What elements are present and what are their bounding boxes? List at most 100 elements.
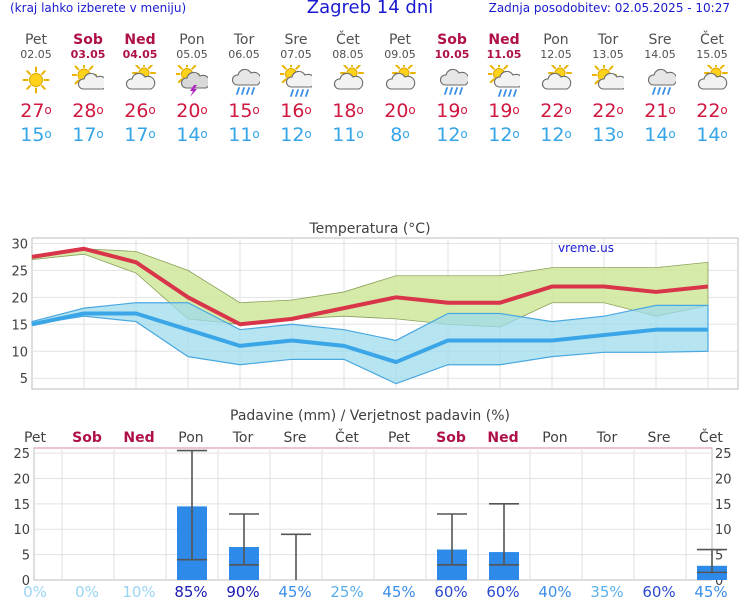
temp-max: 20o [166,99,218,123]
day-date: 07.05 [280,48,312,61]
x-tick-label: Pet [24,430,47,446]
min-temp-range-band [31,302,709,385]
temp-max: 22o [582,99,634,123]
x-tick-label: Tor [232,430,254,446]
day-column: Pon 05.05 20o 14o [166,32,218,147]
day-date: 03.05 [70,48,106,61]
x-tick-label: Tor [596,430,618,446]
degree-sign: o [44,127,52,141]
temp-min: 11o [322,123,374,147]
temp-max-value: 22 [696,100,721,122]
temp-min-value: 11 [228,124,253,146]
y-tick-label-right: 0 [715,574,723,589]
day-column: Čet 08.05 18o 11o [322,32,374,147]
temp-max-value: 16 [280,100,305,122]
day-date: 13.05 [592,48,624,61]
degree-sign: o [252,127,260,141]
temp-max: 22o [686,99,738,123]
temp-min: 14o [686,123,738,147]
precipitation-range [489,503,519,566]
y-tick-label-left: 25 [13,447,30,462]
temp-max-value: 18 [332,100,357,122]
partly-cloudy-icon [333,65,364,90]
degree-sign: o [148,127,156,141]
day-column: Ned 04.05 26o 17o [114,32,166,147]
rain-cloud-icon [231,68,260,95]
degree-sign: o [720,127,728,141]
precipitation-probability: 60% [642,583,675,600]
temp-min-value: 12 [436,124,461,146]
day-column: Sob 03.05 28o 17o [62,32,114,147]
x-tick-label: Ned [123,430,154,446]
last-update: Zadnja posodobitev: 02.05.2025 - 10:27 [488,1,730,15]
y-tick-label-right: 15 [715,498,732,513]
precipitation-probability: 85% [174,583,207,600]
sun-icon [22,66,50,94]
day-date: 04.05 [122,48,158,61]
temp-min: 8o [374,123,426,147]
temp-max: 26o [114,99,166,123]
day-name: Tor [597,32,619,48]
min-temp-line [31,311,708,365]
precipitation-probability: 45% [694,583,727,600]
day-name: Sob [437,32,467,48]
temp-min-value: 13 [592,124,617,146]
day-column: Pet 09.05 20o 8o [374,32,426,147]
temp-min: 12o [530,123,582,147]
temp-max-value: 27 [20,100,45,122]
precipitation-probability: 60% [486,583,519,600]
y-tick-label: 30 [11,237,28,252]
day-date: 05.05 [176,48,208,61]
precipitation-chart: Padavine (mm) / Verjetnost padavin (%) Pe… [13,408,732,600]
degree-sign: o [356,103,364,117]
degree-sign: o [616,127,624,141]
day-date: 06.05 [228,48,260,61]
x-tick-label: Čet [335,428,359,446]
y-tick-label-left: 0 [22,574,30,589]
temp-max-value: 28 [72,100,97,122]
day-column: Čet 15.05 22o 14o [686,32,738,147]
degree-sign: o [96,103,104,117]
temp-max-value: 21 [644,100,669,122]
degree-sign: o [252,103,260,117]
precipitation-chart-title: Padavine (mm) / Verjetnost padavin (%) [230,408,510,424]
location-menu-hint[interactable]: (kraj lahko izberete v meniju) [10,1,187,15]
degree-sign: o [402,127,410,141]
temp-max-value: 19 [488,100,513,122]
partly-cloudy-icon [541,65,572,90]
temp-max: 19o [478,99,530,123]
temp-max: 19o [426,99,478,123]
temp-min-value: 11 [332,124,357,146]
temp-max: 20o [374,99,426,123]
temperature-chart: Temperatura (°C) 5 10 15 20 25 30 vreme.us [11,221,739,390]
precipitation-probability: 90% [226,583,259,600]
x-tick-label: Čet [699,428,723,446]
temp-max: 28o [62,99,114,123]
temp-max: 21o [634,99,686,123]
temp-max: 22o [530,99,582,123]
max-temp-line [31,246,709,327]
degree-sign: o [96,127,104,141]
partly-cloudy-icon [697,65,728,90]
day-date: 12.05 [540,48,572,61]
precipitation-probability: 60% [434,583,467,600]
day-date: 10.05 [434,48,470,61]
day-name: Čet [700,32,724,48]
day-name: Sob [73,32,103,48]
degree-sign: o [564,103,572,117]
temp-max-value: 26 [124,100,149,122]
day-column: Pon 12.05 22o 12o [530,32,582,147]
precipitation-range [697,548,727,574]
degree-sign: o [512,127,520,141]
degree-sign: o [304,127,312,141]
temp-min: 13o [582,123,634,147]
precipitation-plot-area [33,447,713,581]
rain-cloud-icon [647,68,676,95]
temp-max-value: 20 [176,100,201,122]
temp-min-value: 14 [696,124,721,146]
partly-cloudy-icon [125,65,156,90]
x-tick-label: Sre [648,430,671,446]
temperature-chart-title: Temperatura (°C) [308,221,430,237]
x-tick-label: Ned [487,430,518,446]
header-bar: (kraj lahko izberete v meniju) Zagreb 14… [0,0,740,22]
